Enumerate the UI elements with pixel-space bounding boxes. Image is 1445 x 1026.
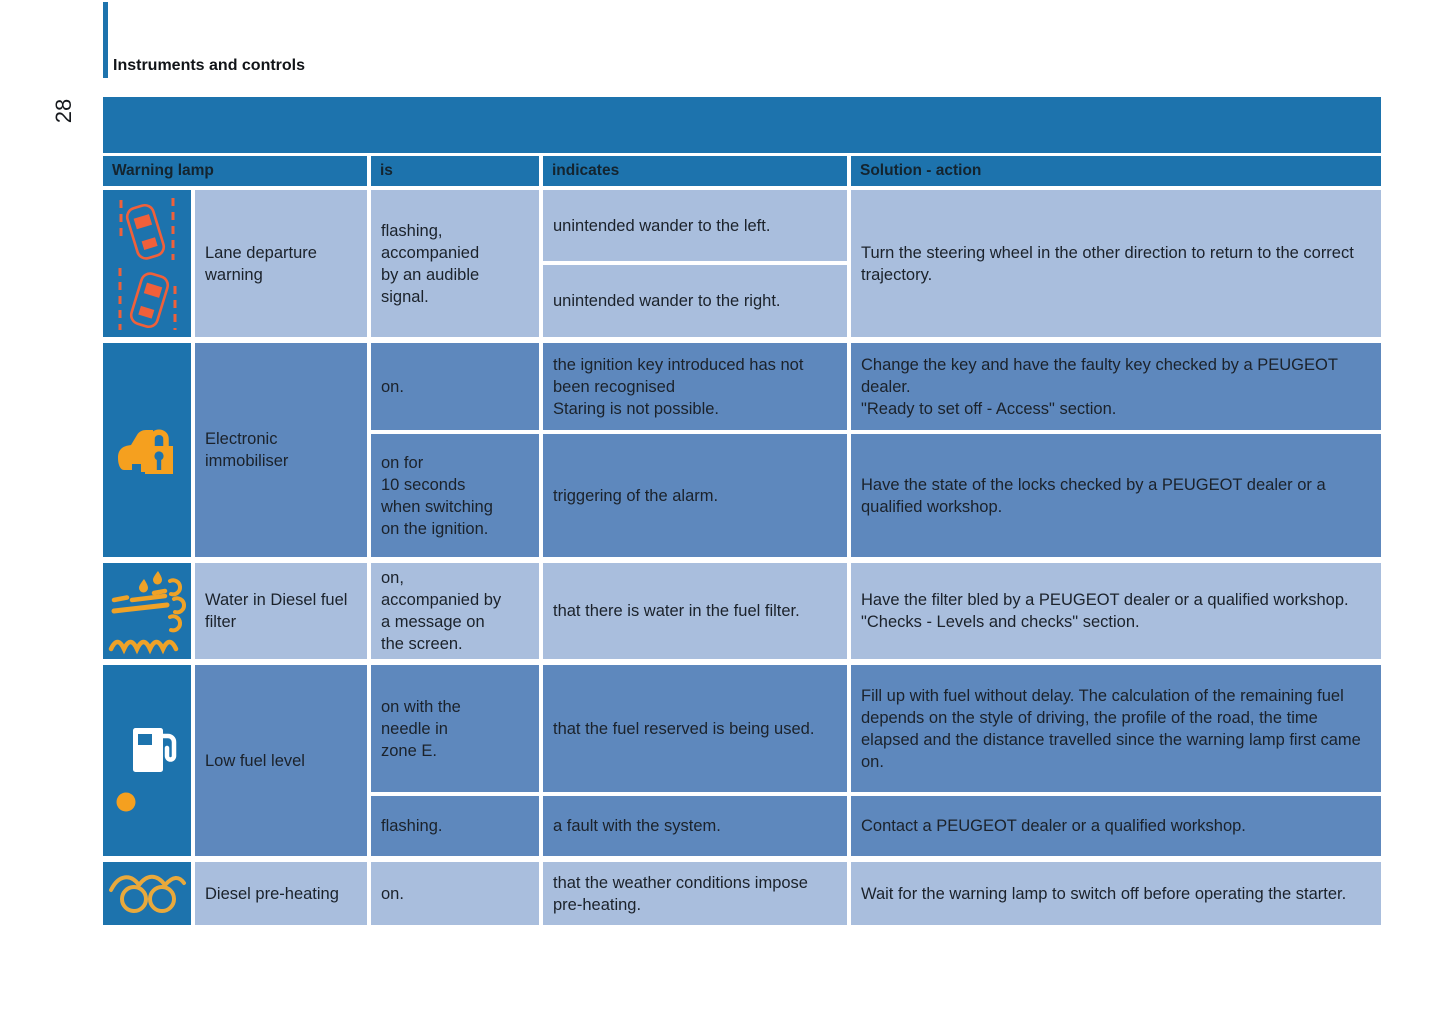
table-top-band — [103, 97, 1381, 153]
lamp-solution: Have the filter bled by a PEUGEOT dealer… — [851, 563, 1381, 659]
lane-departure-warning-icon — [103, 190, 191, 337]
lamp-is: on. — [371, 343, 539, 430]
header-warning-lamp: Warning lamp — [103, 156, 367, 186]
section-title: Instruments and controls — [113, 57, 306, 74]
lamp-is: on, accompanied by a message on the scre… — [371, 563, 539, 659]
warning-lamp-table: Warning lamp is indicates Solution - act… — [103, 97, 1381, 931]
diesel-pre-heating-icon — [103, 862, 191, 925]
lamp-is: on for 10 seconds when switching on the … — [371, 434, 539, 557]
table-row-lane-departure: Lane departure warning flashing, accompa… — [103, 190, 1381, 337]
water-in-diesel-fuel-filter-icon — [103, 563, 191, 659]
lamp-indicates: that the weather conditions impose pre-h… — [543, 862, 847, 925]
lamp-solution: Contact a PEUGEOT dealer or a qualified … — [851, 796, 1381, 856]
electronic-immobiliser-icon — [103, 343, 191, 557]
lamp-solution: Wait for the warning lamp to switch off … — [851, 862, 1381, 925]
page-number: 28 — [51, 98, 76, 124]
lamp-is: on. — [371, 862, 539, 925]
table-row-diesel-pre-heating: Diesel pre-heating on. that the weather … — [103, 862, 1381, 925]
lamp-indicates-left: unintended wander to the left. — [543, 190, 847, 261]
lamp-indicates: that there is water in the fuel filter. — [543, 563, 847, 659]
low-fuel-level-icon — [103, 665, 191, 856]
lamp-indicates: triggering of the alarm. — [543, 434, 847, 557]
table-row-electronic-immobiliser: Electronic immobiliser on. the ignition … — [103, 343, 1381, 557]
lamp-indicates: that the fuel reserved is being used. — [543, 665, 847, 792]
lamp-indicates-right: unintended wander to the right. — [543, 265, 847, 337]
header-is: is — [371, 156, 539, 186]
lamp-name: Electronic immobiliser — [195, 343, 367, 557]
lamp-indicates: a fault with the system. — [543, 796, 847, 856]
section-accent-bar — [103, 2, 108, 78]
lamp-name: Lane departure warning — [195, 190, 367, 337]
lamp-solution: Fill up with fuel without delay. The cal… — [851, 665, 1381, 792]
lamp-name: Diesel pre-heating — [195, 862, 367, 925]
lamp-is: flashing, accompanied by an audible sign… — [371, 190, 539, 337]
lamp-solution: Turn the steering wheel in the other dir… — [851, 190, 1381, 337]
lamp-is: flashing. — [371, 796, 539, 856]
lamp-name: Low fuel level — [195, 665, 367, 856]
table-row-low-fuel-level: Low fuel level on with the needle in zon… — [103, 665, 1381, 856]
header-solution-action: Solution - action — [851, 156, 1381, 186]
lamp-name: Water in Diesel fuel filter — [195, 563, 367, 659]
table-row-water-in-diesel-fuel-filter: Water in Diesel fuel filter on, accompan… — [103, 563, 1381, 659]
lamp-solution: Have the state of the locks checked by a… — [851, 434, 1381, 557]
lamp-solution: Change the key and have the faulty key c… — [851, 343, 1381, 430]
table-header-row: Warning lamp is indicates Solution - act… — [103, 156, 1381, 186]
header-indicates: indicates — [543, 156, 847, 186]
lamp-indicates: the ignition key introduced has not been… — [543, 343, 847, 430]
lamp-is: on with the needle in zone E. — [371, 665, 539, 792]
